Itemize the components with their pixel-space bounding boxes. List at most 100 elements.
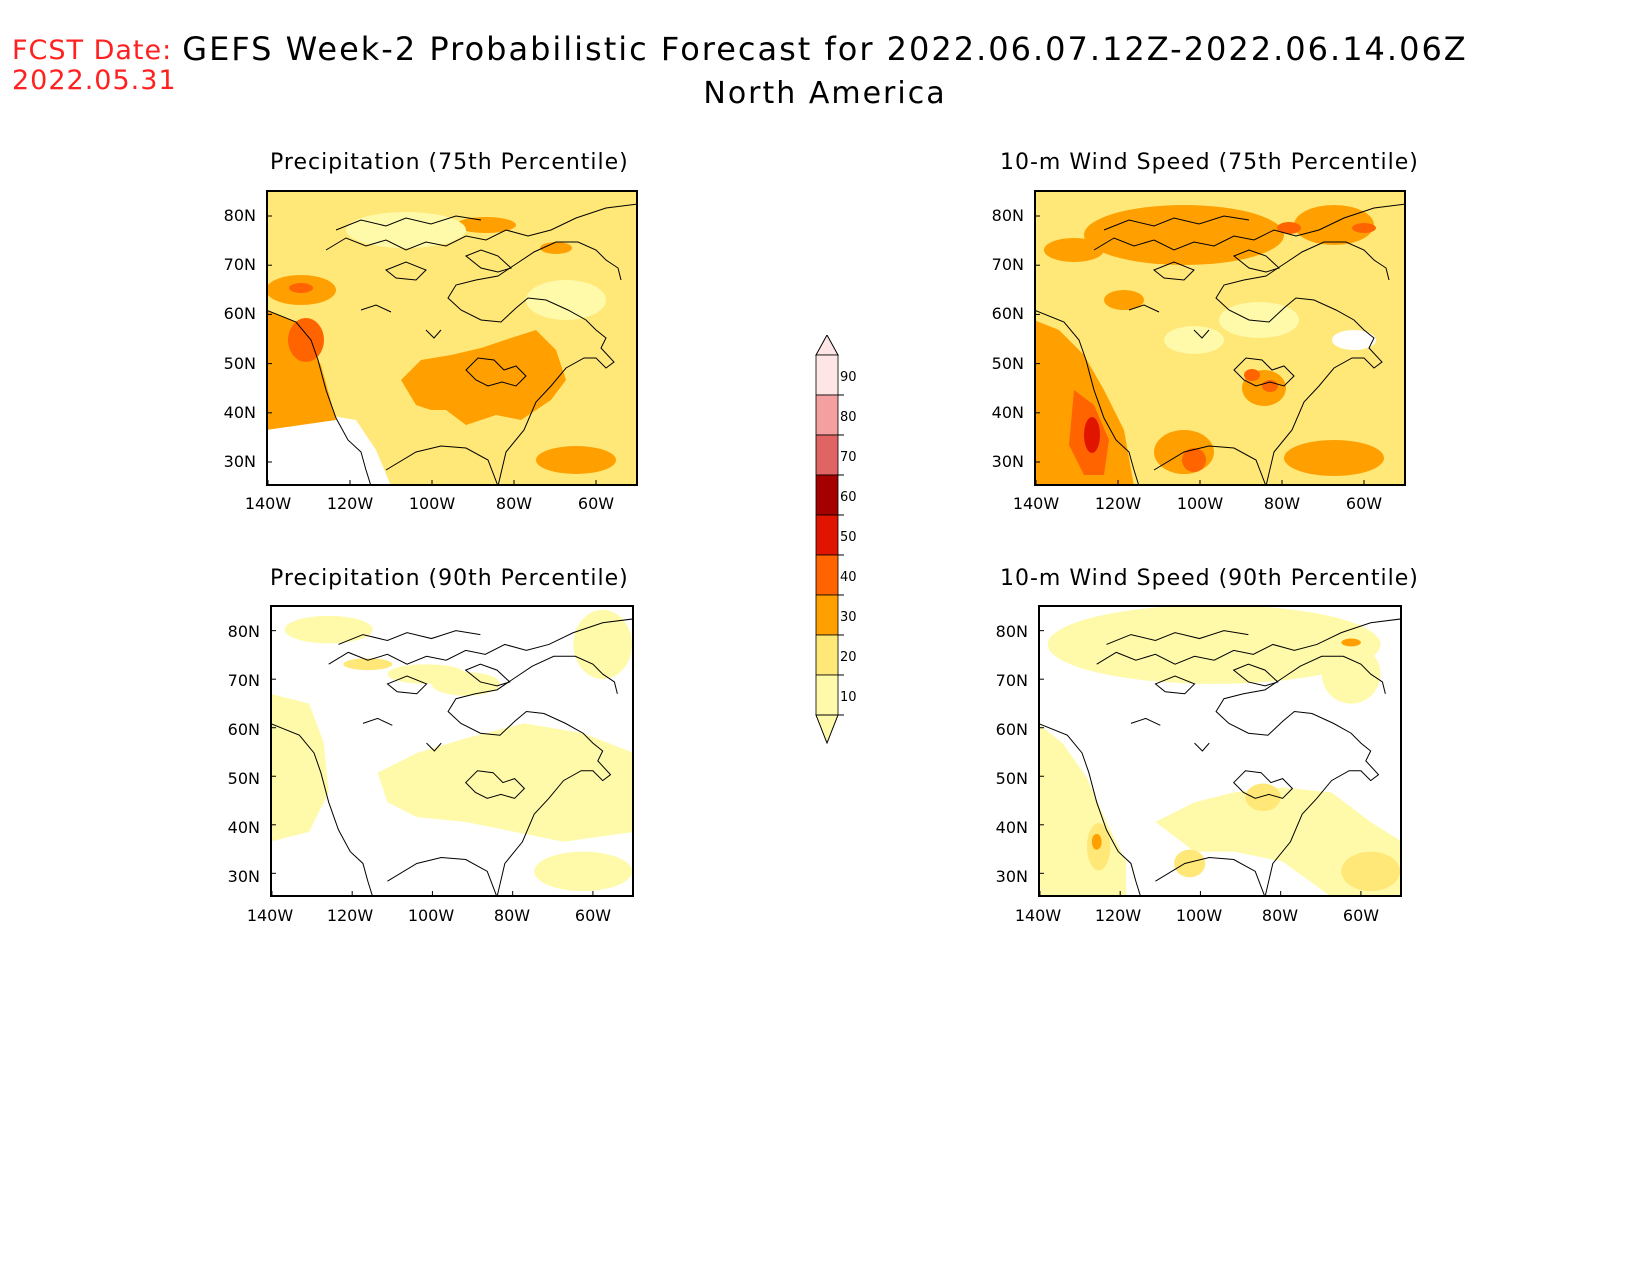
precip-90-map <box>270 605 634 897</box>
coastline <box>1215 655 1386 897</box>
probability-shade <box>1044 238 1104 262</box>
panel-title-precip-90: Precipitation (90th Percentile) <box>270 566 629 591</box>
lat-label: 60N <box>995 720 1028 739</box>
colorbar-segment <box>815 594 839 636</box>
colorbar-segment <box>815 514 839 556</box>
probability-shade <box>1352 223 1376 233</box>
probability-shade <box>401 330 566 425</box>
lon-label: 120W <box>1094 494 1142 513</box>
coastline <box>1103 215 1250 231</box>
colorbar-segment <box>815 674 839 716</box>
probability-shade <box>1182 448 1206 472</box>
lat-label: 70N <box>991 255 1024 274</box>
coastline-group <box>1038 618 1402 897</box>
lon-label: 60W <box>577 494 615 513</box>
coastline <box>465 249 512 273</box>
lat-label: 40N <box>227 818 260 837</box>
coastline-group <box>1034 203 1406 486</box>
colorbar-label: 20 <box>840 650 857 665</box>
coastline <box>270 722 374 897</box>
coastline <box>426 742 442 752</box>
lat-label: 80N <box>223 206 256 225</box>
lat-label: 40N <box>223 403 256 422</box>
coastline <box>1232 663 1279 687</box>
colorbar-label: 90 <box>840 370 857 385</box>
colorbar-segment <box>815 554 839 596</box>
coastline <box>447 655 618 897</box>
coastline-group <box>266 203 638 486</box>
coastline <box>325 203 638 251</box>
probability-shade <box>1174 849 1206 878</box>
probability-shade <box>288 318 324 362</box>
probability-shade <box>1332 330 1376 350</box>
lon-label: 80W <box>495 494 533 513</box>
coastline <box>1130 717 1161 726</box>
probability-shade <box>284 615 373 644</box>
coastline <box>385 445 499 486</box>
probability-shade <box>266 415 391 486</box>
coastline <box>360 304 392 313</box>
map-frame <box>1034 190 1406 486</box>
lat-label: 30N <box>991 452 1024 471</box>
coastline <box>1155 857 1266 897</box>
precip-75-map <box>266 190 638 486</box>
coastline <box>1096 618 1402 665</box>
wind-90-map <box>1038 605 1402 897</box>
coastline <box>385 261 427 281</box>
probability-shade <box>270 693 329 842</box>
coastline <box>1233 249 1280 273</box>
coastline <box>335 215 482 231</box>
coastline <box>1038 722 1142 897</box>
lat-label: 40N <box>995 818 1028 837</box>
lon-label: 80W <box>493 906 531 925</box>
colorbar-segment <box>815 354 839 396</box>
coastline <box>1194 742 1210 752</box>
coastline <box>1093 203 1406 251</box>
lon-label: 60W <box>1345 494 1383 513</box>
probability-shade <box>289 283 313 293</box>
lat-label: 50N <box>995 769 1028 788</box>
lon-label: 80W <box>1263 494 1301 513</box>
lat-label: 30N <box>223 452 256 471</box>
forecast-date-value: 2022.05.31 <box>12 65 177 96</box>
probability-shade <box>540 242 572 254</box>
coastline <box>464 663 511 687</box>
probability-shade <box>1047 605 1381 684</box>
lat-label: 70N <box>227 671 260 690</box>
forecast-date-block: FCST Date: 2022.05.31 <box>12 36 177 96</box>
colorbar-cap <box>815 335 839 356</box>
lat-label: 30N <box>995 867 1028 886</box>
lon-label: 140W <box>1014 906 1062 925</box>
colorbar-segment <box>815 434 839 476</box>
figure-title: GEFS Week-2 Probabilistic Forecast for 2… <box>182 30 1468 68</box>
wind-75-map <box>1034 190 1406 486</box>
colorbar <box>815 335 844 745</box>
lat-label: 70N <box>995 671 1028 690</box>
colorbar-label: 10 <box>840 690 857 705</box>
colorbar-segment <box>815 474 839 516</box>
map-frame <box>1038 605 1402 897</box>
lon-label: 120W <box>1094 906 1142 925</box>
colorbar-label: 70 <box>840 450 857 465</box>
forecast-date-label: FCST Date: <box>12 35 173 66</box>
probability-shade <box>1321 644 1381 704</box>
probability-shade <box>536 446 616 474</box>
coastline <box>1215 241 1390 486</box>
lat-label: 80N <box>991 206 1024 225</box>
lat-label: 50N <box>991 354 1024 373</box>
probability-shade <box>1244 369 1260 381</box>
colorbar-label: 50 <box>840 530 857 545</box>
probability-shade <box>1219 302 1299 338</box>
lon-label: 140W <box>246 906 294 925</box>
coastline <box>464 770 526 799</box>
lat-label: 30N <box>227 867 260 886</box>
colorbar-label: 60 <box>840 490 857 505</box>
coastline <box>387 857 498 897</box>
probability-shade <box>377 723 634 842</box>
lon-label: 120W <box>326 906 374 925</box>
colorbar-segment <box>815 394 839 436</box>
probability-shade <box>1104 290 1144 310</box>
probability-shade <box>1091 833 1102 850</box>
coastline <box>447 241 622 486</box>
lat-label: 50N <box>223 354 256 373</box>
